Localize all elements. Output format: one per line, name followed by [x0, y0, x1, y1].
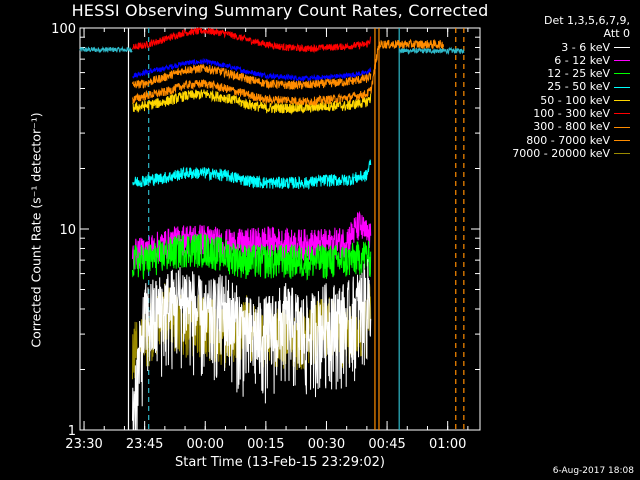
series-line-100-300-kev [132, 26, 372, 54]
legend-item: 7000 - 20000 keV [512, 147, 630, 160]
legend-header-line-2: Att 0 [603, 27, 630, 41]
legend-item-label: 300 - 800 keV [533, 120, 610, 134]
x-tick-label: 00:00 [187, 437, 224, 452]
series-line-25-50-kev [132, 159, 372, 190]
series-line-50-100-kev [132, 89, 372, 115]
legend-item-label: 7000 - 20000 keV [512, 146, 610, 160]
y-tick-label: 1 [68, 424, 76, 439]
legend-item-label: 50 - 100 keV [540, 93, 610, 107]
legend-item: 3 - 6 keV [512, 41, 630, 54]
legend-swatch [614, 46, 630, 48]
x-tick-label: 23:45 [126, 437, 163, 452]
legend-swatch [614, 73, 630, 75]
legend-item-label: 3 - 6 keV [561, 40, 610, 54]
series-line-300-800-kev [132, 38, 444, 107]
series-line-extra [79, 45, 133, 54]
legend-item: 6 - 12 keV [512, 54, 630, 67]
legend-item-label: 800 - 7000 keV [526, 133, 610, 147]
legend-rows: 3 - 6 keV 6 - 12 keV 12 - 25 keV 25 - 50 ke… [512, 41, 630, 161]
series-line-extra [132, 57, 372, 83]
plot-frame [79, 27, 481, 431]
legend-item-label: 12 - 25 keV [547, 67, 610, 81]
legend-swatch [614, 99, 630, 101]
legend-swatch [614, 86, 630, 88]
legend-swatch [614, 60, 630, 62]
legend-item: 12 - 25 keV [512, 67, 630, 80]
legend-swatch [614, 153, 630, 155]
x-tick-label: 01:00 [429, 437, 466, 452]
y-tick-label: 10 [59, 223, 76, 238]
timestamp: 6-Aug-2017 18:08 [552, 466, 634, 476]
legend: Det 1,3,5,6,7,9, Att 0 3 - 6 keV 6 - 12 k… [512, 14, 630, 160]
x-axis-label: Start Time (13-Feb-15 23:29:02) [175, 455, 385, 470]
y-tick-label: 100 [51, 22, 76, 37]
series-line-12-25-kev [132, 233, 372, 281]
legend-item: 300 - 800 keV [512, 120, 630, 133]
legend-swatch [614, 139, 630, 141]
legend-item-label: 6 - 12 keV [554, 53, 610, 67]
chart-title: HESSI Observing Summary Count Rates, Cor… [71, 1, 489, 20]
legend-item: 25 - 50 keV [512, 80, 630, 93]
legend-item-label: 100 - 300 keV [533, 107, 610, 121]
x-tick-label: 23:30 [65, 437, 102, 452]
legend-item: 50 - 100 keV [512, 94, 630, 107]
legend-header-line-1: Det 1,3,5,6,7,9, [543, 14, 630, 27]
x-tick-label: 00:45 [368, 437, 405, 452]
series-line-3-6-kev [132, 259, 372, 431]
series-line-extra [398, 46, 465, 56]
x-tick-label: 00:15 [247, 437, 284, 452]
legend-swatch [614, 126, 630, 128]
x-tick-label: 00:30 [308, 437, 345, 452]
legend-item: 100 - 300 keV [512, 107, 630, 120]
legend-swatch [614, 113, 630, 115]
legend-item-label: 25 - 50 keV [547, 80, 610, 94]
series-line-800-7000-kev [132, 63, 372, 91]
legend-item: 800 - 7000 keV [512, 134, 630, 147]
